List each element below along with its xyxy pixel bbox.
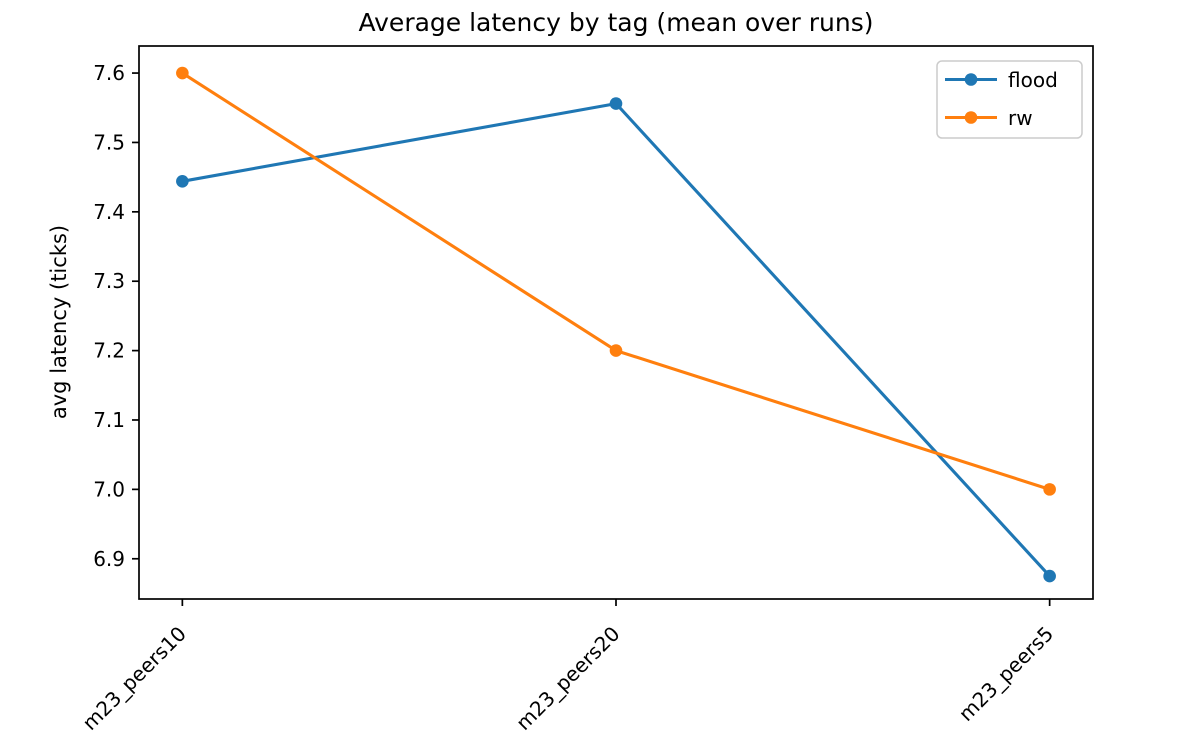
y-axis: 6.9 7.0 7.1 7.2 7.3 7.4 7.5 7.6 xyxy=(93,61,139,571)
y-tick-label: 7.5 xyxy=(93,130,125,154)
y-tick-label: 6.9 xyxy=(93,547,125,571)
data-point-rw xyxy=(176,66,189,80)
legend: flood rw xyxy=(936,60,1083,139)
x-tick-label: m23_peers20 xyxy=(511,622,624,735)
y-tick-label: 7.3 xyxy=(93,269,125,293)
series-line-rw xyxy=(181,71,1051,491)
legend-label-flood: flood xyxy=(1008,68,1058,92)
y-tick-label: 7.6 xyxy=(93,61,125,85)
x-axis: m23_peers10 m23_peers20 m23_peers5 xyxy=(78,599,1058,735)
series-lines xyxy=(176,66,1056,583)
chart-title: Average latency by tag (mean over runs) xyxy=(359,8,874,37)
y-tick-label: 7.0 xyxy=(93,477,125,501)
data-point-rw xyxy=(609,344,623,357)
data-point-rw xyxy=(1043,483,1056,496)
legend-swatch-marker-rw xyxy=(964,111,978,124)
legend-label-rw: rw xyxy=(1008,106,1033,130)
y-tick-label: 7.4 xyxy=(93,200,125,224)
data-point-flood xyxy=(176,175,189,188)
x-tick-label: m23_peers10 xyxy=(78,622,191,735)
series-line-flood xyxy=(182,102,1051,578)
legend-swatch-marker-flood xyxy=(964,73,978,86)
y-tick-label: 7.2 xyxy=(93,339,125,363)
y-tick-label: 7.1 xyxy=(93,408,125,432)
x-tick-label: m23_peers5 xyxy=(954,622,1058,726)
y-axis-label: avg latency (ticks) xyxy=(47,225,71,419)
data-point-flood xyxy=(1043,569,1056,583)
data-point-flood xyxy=(609,97,623,110)
